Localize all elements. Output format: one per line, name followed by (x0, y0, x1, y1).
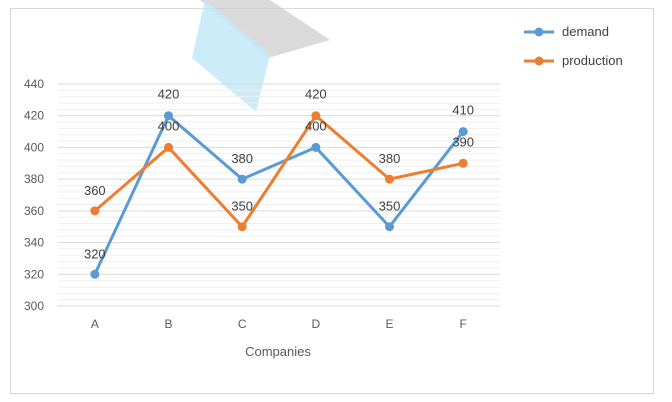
legend-label: demand (562, 24, 609, 39)
chart-frame (10, 8, 654, 394)
y-tick-label: 380 (24, 172, 44, 186)
data-point-production (237, 222, 247, 232)
data-point-demand (90, 269, 100, 279)
y-tick-label: 400 (24, 140, 44, 154)
x-tick-label: D (311, 317, 320, 331)
gridlines (58, 83, 500, 307)
data-point-demand (385, 222, 394, 232)
data-label-production: 380 (379, 151, 401, 166)
data-point-demand (237, 174, 247, 184)
x-tick-label: B (164, 317, 172, 331)
y-tick-label: 440 (24, 77, 44, 91)
data-label-production: 350 (231, 199, 253, 214)
data-point-production (90, 206, 100, 216)
legend-swatch-marker (534, 56, 544, 66)
y-tick-label: 320 (24, 267, 44, 281)
data-label-demand: 380 (231, 151, 253, 166)
data-label-demand: 410 (452, 103, 474, 118)
legend-label: production (562, 53, 623, 68)
y-tick-label: 360 (24, 204, 44, 218)
data-label-demand: 350 (379, 199, 401, 214)
legend-swatch-marker (534, 27, 544, 37)
x-tick-label: A (91, 317, 99, 331)
series-line-production (93, 114, 464, 229)
legend-item-demand: demand (524, 24, 609, 39)
data-point-demand (458, 127, 468, 137)
data-label-production: 390 (452, 134, 474, 149)
legend-item-production: production (524, 53, 623, 68)
data-label-production: 360 (84, 183, 106, 198)
data-point-demand (164, 111, 173, 121)
y-tick-label: 300 (24, 299, 44, 313)
data-label-demand: 400 (305, 118, 327, 133)
x-tick-label: C (238, 317, 247, 331)
y-tick-label: 340 (24, 236, 44, 250)
data-label-demand: 320 (84, 246, 106, 261)
y-tick-label: 420 (24, 109, 44, 123)
data-labels: 320 420 380 400 350 410 360 400 350 420 380 390 (84, 87, 474, 262)
x-tick-label: E (385, 317, 393, 331)
series-line-demand (93, 114, 465, 275)
data-label-production: 420 (305, 87, 327, 102)
data-label-demand: 420 (158, 87, 180, 102)
data-point-production (164, 142, 173, 152)
series-lines (90, 111, 468, 279)
x-axis-title: Companies (245, 344, 311, 359)
x-tick-label: F (459, 317, 466, 331)
axes: 300 320 340 360 380 400 420 440 A B C D E F (24, 77, 467, 331)
legend: demand production (524, 24, 623, 68)
data-point-production (385, 174, 394, 184)
data-label-production: 400 (158, 118, 180, 133)
data-point-production (458, 158, 468, 168)
data-point-demand (311, 142, 321, 152)
data-point-production (311, 111, 321, 121)
